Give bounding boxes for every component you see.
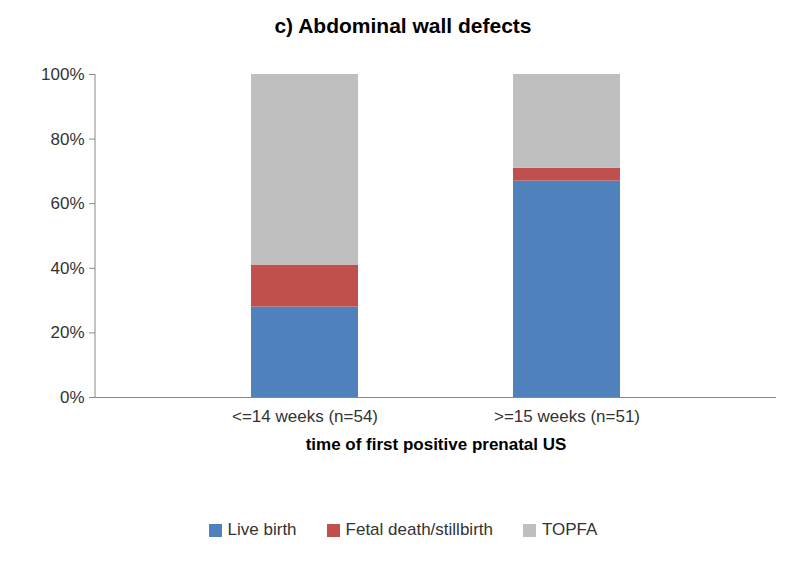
svg-text:20%: 20% bbox=[50, 323, 84, 342]
svg-text:time of first positive prenata: time of first positive prenatal US bbox=[306, 435, 567, 454]
html-text:c) Abdominal wall defects: c) Abdominal wall defects bbox=[274, 14, 532, 37]
html-text:Fetal death/stillbirth: Fetal death/stillbirth bbox=[345, 520, 493, 539]
html-text:Live birth: Live birth bbox=[227, 520, 297, 539]
svg-text:40%: 40% bbox=[50, 259, 84, 278]
svg-text:>=15 weeks (n=51): >=15 weeks (n=51) bbox=[494, 407, 640, 426]
svg-text:100%: 100% bbox=[41, 65, 84, 84]
html-text:TOPFA: TOPFA bbox=[542, 520, 598, 539]
svg-text:60%: 60% bbox=[50, 194, 84, 213]
svg-text:0%: 0% bbox=[60, 388, 85, 407]
svg-text:<=14 weeks (n=54): <=14 weeks (n=54) bbox=[232, 407, 378, 426]
svg-text:80%: 80% bbox=[50, 130, 84, 149]
